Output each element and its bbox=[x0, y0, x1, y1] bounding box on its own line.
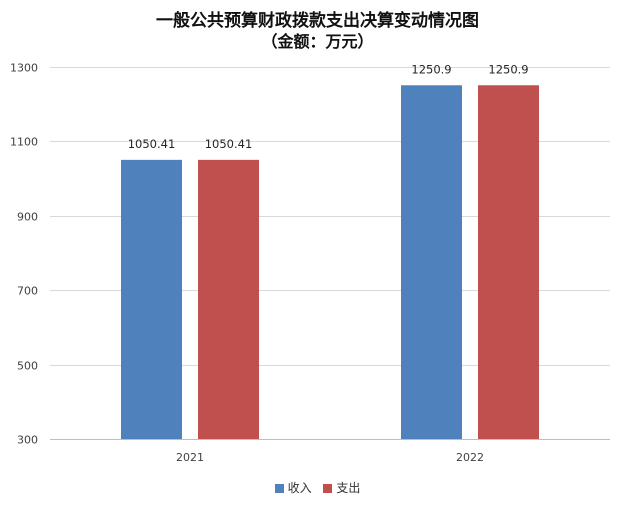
y-tick-label: 300 bbox=[17, 434, 38, 447]
legend: 收入 支出 bbox=[0, 479, 635, 496]
legend-label-expense: 支出 bbox=[336, 481, 361, 495]
bar bbox=[478, 85, 539, 439]
bar bbox=[198, 159, 259, 439]
legend-swatch-income bbox=[274, 484, 284, 493]
chart-title: 一般公共预算财政拨款支出决算变动情况图 bbox=[156, 11, 479, 31]
y-tick-label: 900 bbox=[17, 211, 38, 224]
chart-subtitle: （金额：万元） bbox=[261, 32, 374, 51]
y-tick-label: 500 bbox=[17, 360, 38, 373]
y-tick-label: 1100 bbox=[10, 136, 38, 149]
legend-swatch-expense bbox=[323, 484, 333, 493]
data-label: 1250.9 bbox=[411, 62, 451, 76]
x-tick-label: 2021 bbox=[176, 451, 204, 464]
x-tick-label: 2022 bbox=[456, 451, 484, 464]
data-label: 1050.41 bbox=[128, 137, 176, 151]
y-tick-label: 1300 bbox=[10, 62, 38, 75]
data-label: 1050.41 bbox=[205, 137, 253, 151]
y-tick-label: 700 bbox=[17, 285, 38, 298]
bar bbox=[121, 159, 182, 439]
bar bbox=[401, 85, 462, 439]
legend-item-income: 收入 bbox=[274, 479, 312, 496]
legend-label-income: 收入 bbox=[287, 481, 312, 495]
data-label: 1250.9 bbox=[488, 62, 528, 76]
legend-item-expense: 支出 bbox=[323, 479, 360, 496]
